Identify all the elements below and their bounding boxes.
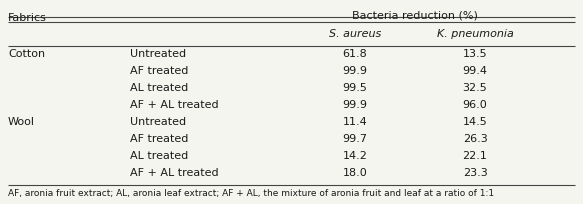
Text: AF, aronia fruit extract; AL, aronia leaf extract; AF + AL, the mixture of aroni: AF, aronia fruit extract; AL, aronia lea… xyxy=(8,189,494,198)
Text: 61.8: 61.8 xyxy=(343,49,367,59)
Text: 11.4: 11.4 xyxy=(343,117,367,127)
Text: 23.3: 23.3 xyxy=(463,168,487,178)
Text: AF + AL treated: AF + AL treated xyxy=(130,168,219,178)
Text: Wool: Wool xyxy=(8,117,35,127)
Text: 22.1: 22.1 xyxy=(462,151,487,161)
Text: 99.4: 99.4 xyxy=(462,66,487,76)
Text: AF treated: AF treated xyxy=(130,66,188,76)
Text: Bacteria reduction (%): Bacteria reduction (%) xyxy=(352,10,478,20)
Text: K. pneumonia: K. pneumonia xyxy=(437,29,514,39)
Text: 99.5: 99.5 xyxy=(343,83,367,93)
Text: AL treated: AL treated xyxy=(130,151,188,161)
Text: 14.5: 14.5 xyxy=(463,117,487,127)
Text: 99.9: 99.9 xyxy=(342,100,367,110)
Text: 32.5: 32.5 xyxy=(463,83,487,93)
Text: Cotton: Cotton xyxy=(8,49,45,59)
Text: S. aureus: S. aureus xyxy=(329,29,381,39)
Text: AL treated: AL treated xyxy=(130,83,188,93)
Text: 26.3: 26.3 xyxy=(463,134,487,144)
Text: 14.2: 14.2 xyxy=(343,151,367,161)
Text: Fabrics: Fabrics xyxy=(8,13,47,23)
Text: Untreated: Untreated xyxy=(130,49,186,59)
Text: 99.9: 99.9 xyxy=(342,66,367,76)
Text: 18.0: 18.0 xyxy=(343,168,367,178)
Text: AF treated: AF treated xyxy=(130,134,188,144)
Text: AF + AL treated: AF + AL treated xyxy=(130,100,219,110)
Text: 99.7: 99.7 xyxy=(342,134,367,144)
Text: Untreated: Untreated xyxy=(130,117,186,127)
Text: 96.0: 96.0 xyxy=(463,100,487,110)
Text: 13.5: 13.5 xyxy=(463,49,487,59)
